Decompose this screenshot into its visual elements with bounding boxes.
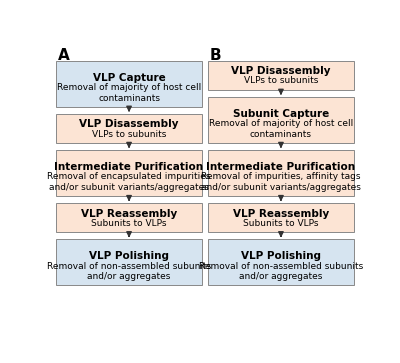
FancyBboxPatch shape: [56, 61, 202, 107]
FancyBboxPatch shape: [56, 203, 202, 232]
Text: Intermediate Purification: Intermediate Purification: [206, 162, 356, 172]
Text: Subunit Capture: Subunit Capture: [233, 109, 329, 119]
FancyBboxPatch shape: [56, 114, 202, 143]
FancyBboxPatch shape: [208, 203, 354, 232]
FancyBboxPatch shape: [208, 61, 354, 90]
Text: VLP Capture: VLP Capture: [93, 73, 166, 83]
Text: Removal of non-assembled subunits
and/or aggregates: Removal of non-assembled subunits and/or…: [47, 262, 211, 281]
Text: Subunits to VLPs: Subunits to VLPs: [243, 219, 319, 228]
FancyBboxPatch shape: [208, 150, 354, 196]
Text: Subunits to VLPs: Subunits to VLPs: [91, 219, 167, 228]
Text: Removal of majority of host cell
contaminants: Removal of majority of host cell contami…: [209, 119, 353, 139]
Text: VLP Reassembly: VLP Reassembly: [233, 209, 329, 219]
Text: Removal of encapsulated impurities
and/or subunit variants/aggregates: Removal of encapsulated impurities and/o…: [47, 172, 211, 192]
Text: B: B: [210, 48, 221, 63]
Text: Removal of majority of host cell
contaminants: Removal of majority of host cell contami…: [57, 83, 201, 103]
FancyBboxPatch shape: [56, 150, 202, 196]
Text: VLP Polishing: VLP Polishing: [241, 251, 321, 261]
Text: VLP Polishing: VLP Polishing: [89, 251, 169, 261]
Text: VLPs to subunits: VLPs to subunits: [92, 130, 166, 139]
FancyBboxPatch shape: [208, 239, 354, 285]
FancyBboxPatch shape: [56, 239, 202, 285]
Text: VLP Disassembly: VLP Disassembly: [231, 66, 331, 76]
Text: Intermediate Purification: Intermediate Purification: [54, 162, 204, 172]
Text: VLP Reassembly: VLP Reassembly: [81, 209, 177, 219]
Text: Removal of impurities, affinity tags
and/or subunit variants/aggregates: Removal of impurities, affinity tags and…: [201, 172, 361, 192]
Text: VLP Disassembly: VLP Disassembly: [79, 119, 179, 130]
Text: A: A: [58, 48, 70, 63]
Text: Removal of non-assembled subunits
and/or aggregates: Removal of non-assembled subunits and/or…: [199, 262, 363, 281]
FancyBboxPatch shape: [208, 97, 354, 143]
Text: VLPs to subunits: VLPs to subunits: [244, 77, 318, 85]
